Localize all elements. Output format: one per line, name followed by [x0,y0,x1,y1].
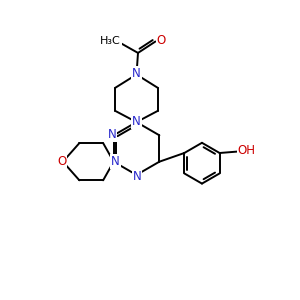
Text: O: O [157,34,166,46]
Text: N: N [133,170,142,183]
Text: N: N [111,154,120,168]
Text: O: O [57,155,66,168]
Text: N: N [132,115,141,128]
Text: N: N [108,128,116,141]
Text: H₃C: H₃C [100,36,121,46]
Text: N: N [132,68,141,80]
Text: OH: OH [238,143,256,157]
